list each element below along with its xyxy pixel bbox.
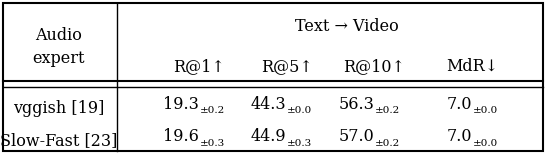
Text: 44.3: 44.3 [251,96,287,113]
Text: ±0.2: ±0.2 [375,139,400,148]
Text: MdR↓: MdR↓ [446,58,498,75]
Text: 56.3: 56.3 [338,96,374,113]
Text: 57.0: 57.0 [339,128,374,145]
Text: ±0.0: ±0.0 [473,106,498,115]
Text: ±0.3: ±0.3 [287,139,312,148]
Text: 7.0: 7.0 [447,128,472,145]
Text: R@1↑: R@1↑ [174,58,225,75]
Text: ±0.2: ±0.2 [200,106,225,115]
Text: 7.0: 7.0 [447,96,472,113]
Text: ±0.2: ±0.2 [375,106,400,115]
Text: ±0.0: ±0.0 [473,139,498,148]
Text: R@10↑: R@10↑ [343,58,405,75]
FancyBboxPatch shape [3,3,543,151]
Text: ±0.3: ±0.3 [200,139,225,148]
Text: Audio
expert: Audio expert [32,27,85,67]
Text: 19.3: 19.3 [163,96,199,113]
Text: 19.6: 19.6 [163,128,199,145]
Text: Text → Video: Text → Video [295,18,399,35]
Text: R@5↑: R@5↑ [261,58,312,75]
Text: vggish [19]: vggish [19] [13,100,104,117]
Text: 44.9: 44.9 [251,128,287,145]
Text: ±0.0: ±0.0 [287,106,312,115]
Text: Slow-Fast [23]: Slow-Fast [23] [0,132,117,149]
